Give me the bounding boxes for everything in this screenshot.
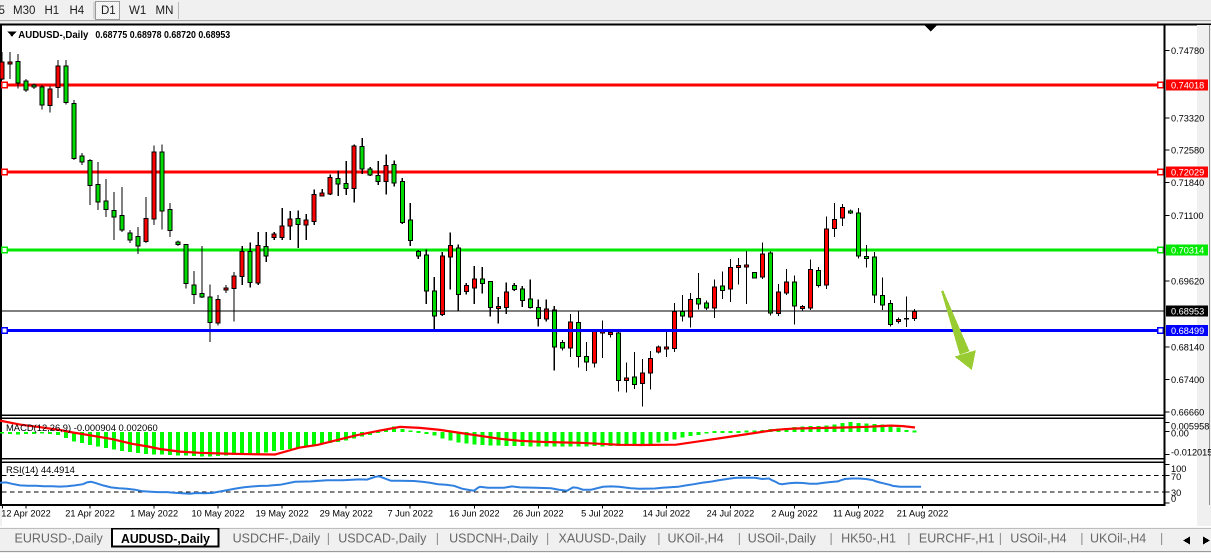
svg-text:0.68953: 0.68953 — [1171, 307, 1204, 317]
svg-text:0.69620: 0.69620 — [1171, 277, 1204, 287]
svg-text:21 Aug 2022: 21 Aug 2022 — [897, 509, 949, 519]
svg-text:100: 100 — [1171, 464, 1186, 474]
svg-text:2 Aug 2022: 2 Aug 2022 — [771, 509, 818, 519]
svg-text:0.66660: 0.66660 — [1171, 408, 1204, 418]
svg-text:USDCHF-,Daily: USDCHF-,Daily — [233, 532, 321, 546]
svg-text:|: | — [657, 532, 660, 546]
svg-text:UKOil-,H4: UKOil-,H4 — [668, 532, 724, 546]
svg-text:14 Jul 2022: 14 Jul 2022 — [643, 509, 691, 519]
svg-text:0.71100: 0.71100 — [1171, 211, 1204, 221]
svg-text:0.005958: 0.005958 — [1171, 422, 1209, 432]
svg-text:USOil-,H4: USOil-,H4 — [1010, 532, 1066, 546]
svg-text:30: 30 — [1171, 488, 1181, 498]
svg-text:EURCHF-,H1: EURCHF-,H1 — [919, 532, 995, 546]
svg-text:0.74780: 0.74780 — [1171, 46, 1204, 56]
svg-text:0.70314: 0.70314 — [1171, 246, 1204, 256]
svg-text:0.73320: 0.73320 — [1171, 114, 1204, 124]
svg-text:|: | — [1160, 532, 1163, 546]
svg-text:AUDUSD-,Daily: AUDUSD-,Daily — [18, 29, 88, 41]
svg-text:UKOil-,H4: UKOil-,H4 — [1090, 532, 1146, 546]
svg-text:0.00: 0.00 — [1171, 429, 1189, 439]
svg-text:MACD(12,26,9) -0.000904 0.0020: MACD(12,26,9) -0.000904 0.002060 — [6, 422, 158, 433]
svg-text:D1: D1 — [101, 5, 116, 17]
svg-text:0: 0 — [1171, 494, 1176, 504]
svg-text:7 Jun 2022: 7 Jun 2022 — [388, 509, 433, 519]
svg-text:EURUSD-,Daily: EURUSD-,Daily — [15, 532, 104, 546]
svg-text:|: | — [327, 532, 330, 546]
svg-text:0.67400: 0.67400 — [1171, 375, 1204, 385]
svg-text:-0.012015: -0.012015 — [1171, 447, 1211, 457]
svg-text:24 Jul 2022: 24 Jul 2022 — [707, 509, 755, 519]
svg-text:0.68775 0.68978 0.68720 0.6895: 0.68775 0.68978 0.68720 0.68953 — [95, 29, 230, 41]
svg-text:19 May 2022: 19 May 2022 — [256, 509, 309, 519]
svg-text:|: | — [999, 532, 1002, 546]
svg-text:0.72029: 0.72029 — [1171, 168, 1204, 178]
svg-text:|: | — [1080, 532, 1083, 546]
svg-text:1 May 2022: 1 May 2022 — [130, 509, 178, 519]
svg-text:12 Apr 2022: 12 Apr 2022 — [1, 509, 51, 519]
svg-text:USDCNH-,Daily: USDCNH-,Daily — [449, 532, 539, 546]
svg-text:|: | — [907, 532, 910, 546]
svg-text:XAUUSD-,Daily: XAUUSD-,Daily — [559, 532, 647, 546]
svg-text:16 Jun 2022: 16 Jun 2022 — [449, 509, 500, 519]
svg-text:AUDUSD-,Daily: AUDUSD-,Daily — [121, 532, 210, 546]
svg-text:0.68499: 0.68499 — [1171, 326, 1204, 336]
svg-text:H4: H4 — [70, 5, 85, 17]
svg-text:M30: M30 — [13, 5, 35, 17]
svg-text:0.68140: 0.68140 — [1171, 343, 1204, 353]
svg-text:RSI(14) 44.4914: RSI(14) 44.4914 — [6, 464, 75, 475]
svg-text:|: | — [738, 532, 741, 546]
svg-text:0.71840: 0.71840 — [1171, 178, 1204, 188]
svg-text:0.74018: 0.74018 — [1171, 81, 1204, 91]
svg-text:26 Jun 2022: 26 Jun 2022 — [513, 509, 564, 519]
svg-text:5: 5 — [0, 5, 5, 17]
svg-text:|: | — [830, 532, 833, 546]
svg-text:HK50-,H1: HK50-,H1 — [841, 532, 896, 546]
svg-text:MN: MN — [156, 5, 174, 17]
svg-text:5 Jul 2022: 5 Jul 2022 — [581, 509, 623, 519]
svg-text:|: | — [546, 532, 549, 546]
svg-text:29 May 2022: 29 May 2022 — [320, 509, 373, 519]
svg-text:W1: W1 — [129, 5, 146, 17]
svg-text:0.72580: 0.72580 — [1171, 146, 1204, 156]
svg-text:10 May 2022: 10 May 2022 — [192, 509, 245, 519]
svg-text:11 Aug 2022: 11 Aug 2022 — [833, 509, 884, 519]
svg-text:USDCAD-,Daily: USDCAD-,Daily — [338, 532, 427, 546]
svg-text:USOil-,Daily: USOil-,Daily — [748, 532, 817, 546]
svg-text:H1: H1 — [45, 5, 60, 17]
svg-text:|: | — [436, 532, 439, 546]
svg-text:70: 70 — [1171, 472, 1181, 482]
svg-text:21 Apr 2022: 21 Apr 2022 — [65, 509, 115, 519]
